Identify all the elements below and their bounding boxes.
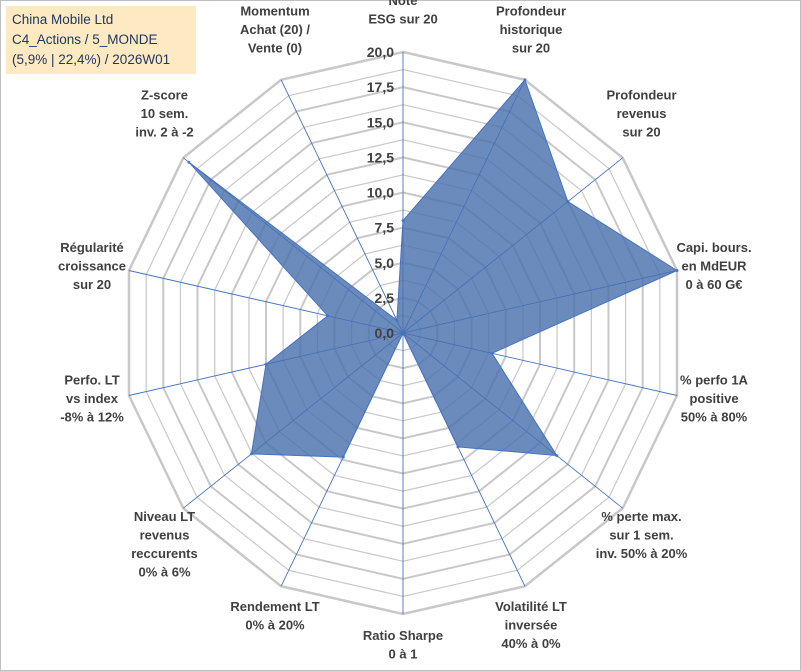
data-point (523, 78, 527, 82)
axis-label: Note ESG sur 20 (368, 0, 437, 27)
axis-label: Rendement LT 0% à 20% (230, 599, 319, 633)
axis-label: Momentum Achat (20) / Vente (0) (240, 4, 310, 56)
axis-label: Perfo. LT vs index -8% à 12% (60, 372, 124, 424)
tick-label: 17,5 (367, 79, 394, 95)
data-point (555, 454, 559, 458)
data-point (187, 160, 191, 164)
data-point (401, 219, 405, 223)
data-point (395, 318, 399, 322)
radar-series (187, 78, 679, 459)
axis-label: % perfo 1A positive 50% à 80% (680, 372, 749, 424)
data-point (341, 455, 345, 459)
tick-label: 0,0 (375, 325, 395, 341)
data-point (566, 200, 570, 204)
axis-label: Volatilité LT inversée 40% à 0% (495, 599, 567, 651)
tick-label: 12,5 (367, 149, 394, 165)
data-point (326, 314, 330, 318)
axis-label: Ratio Sharpe 0 à 1 (363, 628, 443, 662)
axis-label: Capi. bours. en MdEUR 0 à 60 G€ (676, 240, 751, 292)
company-name: China Mobile Ltd (12, 12, 114, 27)
tick-label: 20,0 (367, 44, 394, 60)
series-area (188, 78, 679, 458)
spoke-line (280, 79, 404, 334)
data-point (249, 452, 253, 456)
axis-label: Régularité croissance sur 20 (58, 240, 126, 292)
axis-label: Profondeur historique sur 20 (496, 4, 566, 56)
tick-label: 7,5 (375, 220, 395, 236)
data-point (401, 331, 405, 335)
axis-label: Niveau LT revenus reccurents 0% à 6% (131, 509, 197, 580)
data-point (490, 351, 494, 355)
data-point (456, 445, 460, 449)
chart-title-box: China Mobile Ltd C4_Actions / 5_MONDE (5… (6, 6, 196, 74)
tick-label: 2,5 (375, 290, 395, 306)
tick-label: 5,0 (375, 255, 395, 271)
axis-label: Profondeur revenus sur 20 (606, 88, 676, 140)
period-info: (5,9% | 22,4%) / 2026W01 (12, 52, 171, 67)
radar-tick-labels: 0,0 2,5 5,0 7,5 10,0 12,5 15,0 17,5 20,0 (367, 44, 394, 341)
axis-label: Z-score 10 sem. inv. 2 à -2 (135, 88, 193, 140)
tick-label: 15,0 (367, 114, 394, 130)
tick-label: 10,0 (367, 185, 394, 201)
axis-label: % perte max. sur 1 sem. inv. 50% à 20% (596, 509, 688, 561)
data-point (264, 362, 268, 366)
radar-axis-labels: Note ESG sur 20 Profondeur historique sur 20… (58, 0, 752, 662)
portfolio-path: C4_Actions / 5_MONDE (12, 32, 158, 47)
data-point (675, 269, 679, 272)
